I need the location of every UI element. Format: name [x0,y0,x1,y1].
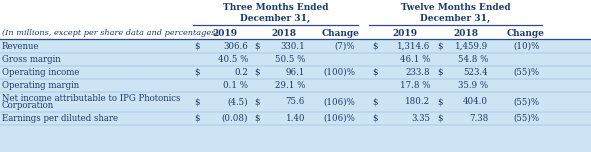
Text: (106)%: (106)% [323,114,355,123]
Text: $: $ [194,97,200,107]
Text: 306.6: 306.6 [223,42,248,51]
Text: 1,459.9: 1,459.9 [454,42,488,51]
Text: 2018: 2018 [271,29,296,38]
Text: 0.1 %: 0.1 % [223,81,248,90]
Bar [0,40,591,152]
Text: (In millions, except per share data and percentages): (In millions, except per share data and … [2,29,219,37]
Text: 0.2: 0.2 [234,68,248,77]
Text: Net income attributable to IPG Photonics: Net income attributable to IPG Photonics [2,94,180,103]
Text: (106)%: (106)% [323,97,355,107]
Text: Corporation: Corporation [2,101,54,110]
Text: Operating income: Operating income [2,68,80,77]
Text: 96.1: 96.1 [285,68,305,77]
Text: (4.5): (4.5) [228,97,248,107]
Text: 180.2: 180.2 [405,97,430,107]
Text: 7.38: 7.38 [469,114,488,123]
Text: 1,314.6: 1,314.6 [397,42,430,51]
Text: 40.5 %: 40.5 % [217,55,248,64]
Text: 1.40: 1.40 [285,114,305,123]
Text: Change: Change [507,29,545,38]
Text: $: $ [254,42,259,51]
Text: $: $ [437,68,443,77]
Text: Change: Change [322,29,360,38]
Text: Operating margin: Operating margin [2,81,79,90]
Text: $: $ [254,114,259,123]
Text: $: $ [372,114,378,123]
Text: $: $ [437,97,443,107]
Text: $: $ [194,42,200,51]
Text: Three Months Ended
December 31,: Three Months Ended December 31, [223,3,328,23]
Text: $: $ [194,114,200,123]
Text: 233.8: 233.8 [405,68,430,77]
Text: 75.6: 75.6 [286,97,305,107]
Text: 330.1: 330.1 [280,42,305,51]
Text: 29.1 %: 29.1 % [275,81,305,90]
Text: 50.5 %: 50.5 % [275,55,305,64]
Text: 35.9 %: 35.9 % [458,81,488,90]
Text: (0.08): (0.08) [222,114,248,123]
Text: $: $ [194,68,200,77]
Text: Gross margin: Gross margin [2,55,61,64]
Text: Revenue: Revenue [2,42,40,51]
Text: 54.8 %: 54.8 % [457,55,488,64]
Text: Twelve Months Ended
December 31,: Twelve Months Ended December 31, [401,3,510,23]
Text: 523.4: 523.4 [463,68,488,77]
Text: 46.1 %: 46.1 % [400,55,430,64]
Text: (7)%: (7)% [335,42,355,51]
Text: $: $ [372,42,378,51]
Text: (55)%: (55)% [514,114,540,123]
Text: 2018: 2018 [454,29,479,38]
Text: 2019: 2019 [212,29,238,38]
Text: 3.35: 3.35 [411,114,430,123]
Text: $: $ [437,42,443,51]
Text: (100)%: (100)% [323,68,355,77]
Text: $: $ [372,68,378,77]
Text: Earnings per diluted share: Earnings per diluted share [2,114,118,123]
Text: (55)%: (55)% [514,97,540,107]
Text: $: $ [372,97,378,107]
Text: (55)%: (55)% [514,68,540,77]
Bar [0,0,591,40]
Text: $: $ [254,97,259,107]
Text: (10)%: (10)% [514,42,540,51]
Text: $: $ [254,68,259,77]
Text: 2019: 2019 [392,29,418,38]
Text: 404.0: 404.0 [463,97,488,107]
Text: 17.8 %: 17.8 % [400,81,430,90]
Text: $: $ [437,114,443,123]
